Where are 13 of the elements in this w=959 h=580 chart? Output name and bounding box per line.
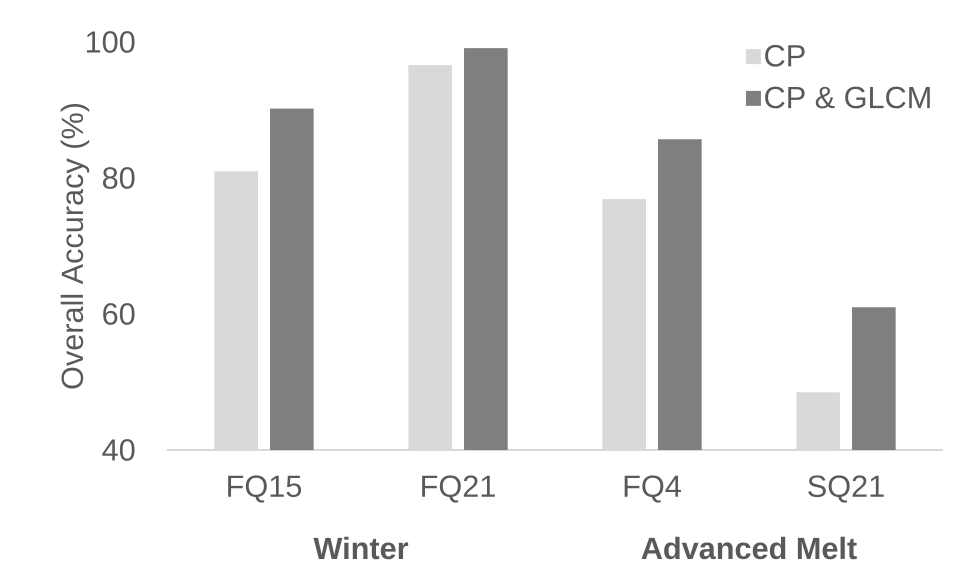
y-tick-label: 40 — [102, 439, 135, 461]
legend-label: CP & GLCM — [765, 86, 930, 108]
x-tick-label: FQ15 — [228, 475, 302, 503]
y-tick-label: 100 — [86, 31, 135, 53]
y-axis-title: Overall Accuracy (%) — [60, 104, 90, 389]
legend-label: CP — [765, 44, 805, 67]
x-tick-label: SQ21 — [808, 475, 884, 503]
x-tick-label: FQ21 — [422, 475, 495, 503]
text: Advanced Melt — [642, 536, 857, 560]
y-tick-label: 80 — [102, 167, 135, 189]
text: Winter — [313, 536, 408, 560]
x-tick-label: FQ4 — [624, 475, 681, 503]
y-tick-label: 60 — [103, 303, 135, 325]
